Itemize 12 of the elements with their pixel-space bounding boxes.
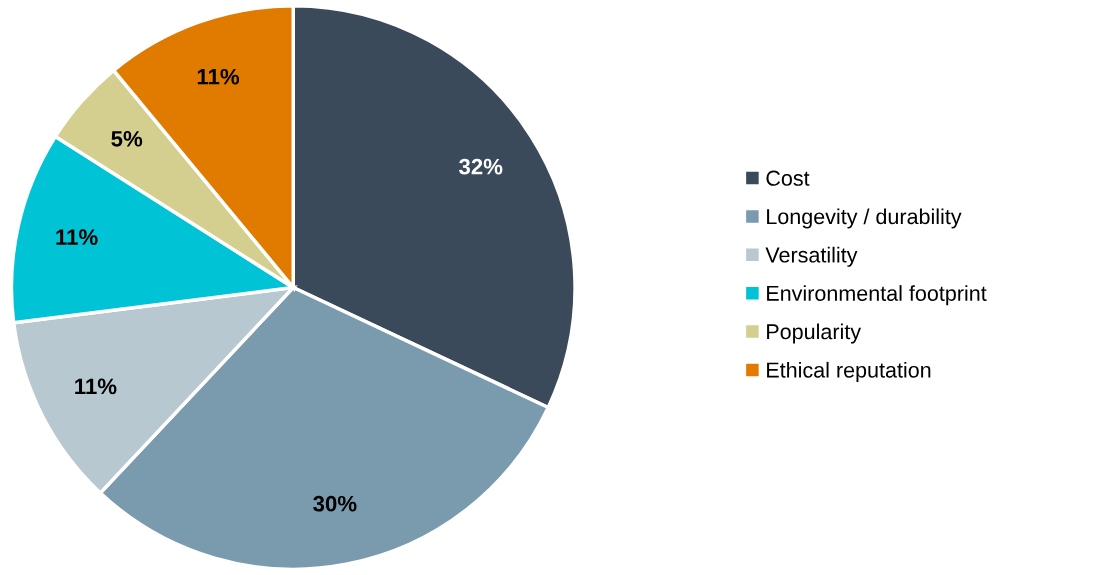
data-label: 5% <box>111 130 143 147</box>
data-label: 32% <box>458 158 503 175</box>
legend-label: Longevity / durability <box>767 208 962 229</box>
legend-label: Popularity <box>767 323 862 344</box>
legend-label: Cost <box>766 170 810 186</box>
data-label: 11% <box>75 378 117 395</box>
data-label: 11% <box>56 229 98 245</box>
legend-label: Versatility <box>765 246 858 267</box>
data-label: 30% <box>313 495 357 512</box>
legend-label: Ethical reputation <box>767 361 931 382</box>
legend-label: Environmental footprint <box>767 285 987 306</box>
data-label: 11% <box>197 68 240 85</box>
